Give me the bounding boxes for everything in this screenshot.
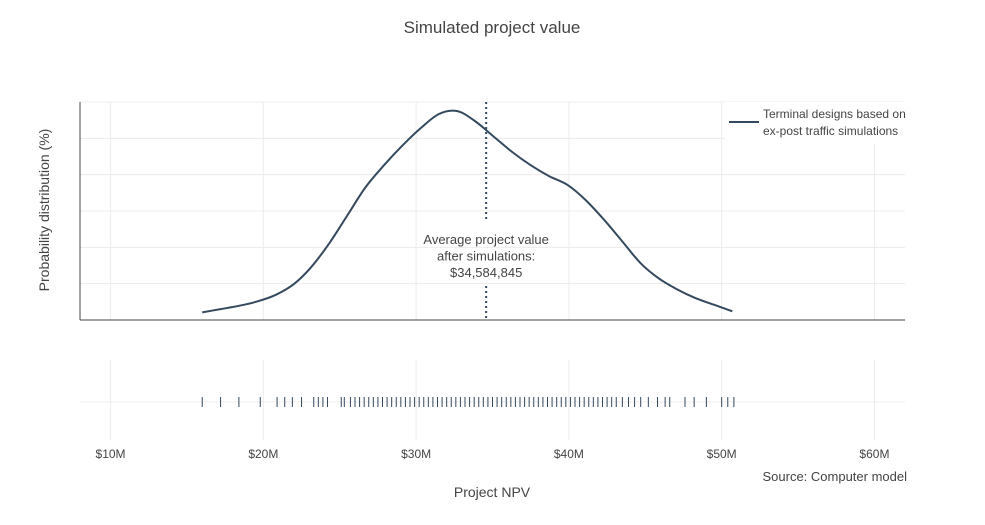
density-line[interactable] <box>202 109 733 314</box>
x-tick-label: $10M <box>96 447 126 461</box>
legend[interactable]: Terminal designs based on ex-post traffi… <box>725 102 920 144</box>
x-tick-labels: $10M $20M $30M $40M $50M $60M <box>96 447 890 461</box>
chart-title: Simulated project value <box>404 18 581 37</box>
mean-annotation-line: $34,584,845 <box>450 265 522 280</box>
series-layer <box>202 109 733 314</box>
x-tick-label: $50M <box>707 447 737 461</box>
source-note: Source: Computer model <box>762 469 907 484</box>
legend-label-line-2: ex-post traffic simulations <box>763 124 898 138</box>
x-tick-label: $30M <box>401 447 431 461</box>
x-axis-title: Project NPV <box>454 484 531 500</box>
mean-annotation-line: after simulations: <box>437 249 535 264</box>
x-tick-label: $40M <box>554 447 584 461</box>
mean-annotation-line: Average project value <box>423 232 549 247</box>
y-axis-title: Probability distribution (%) <box>36 129 52 292</box>
x-tick-label: $60M <box>859 447 889 461</box>
grid-lines <box>80 101 905 440</box>
legend-label-line-1: Terminal designs based on <box>763 107 906 121</box>
mean-annotation: Average project value after simulations:$… <box>423 232 549 280</box>
x-tick-label: $20M <box>248 447 278 461</box>
rug-plot <box>201 397 735 407</box>
axes <box>79 102 905 321</box>
